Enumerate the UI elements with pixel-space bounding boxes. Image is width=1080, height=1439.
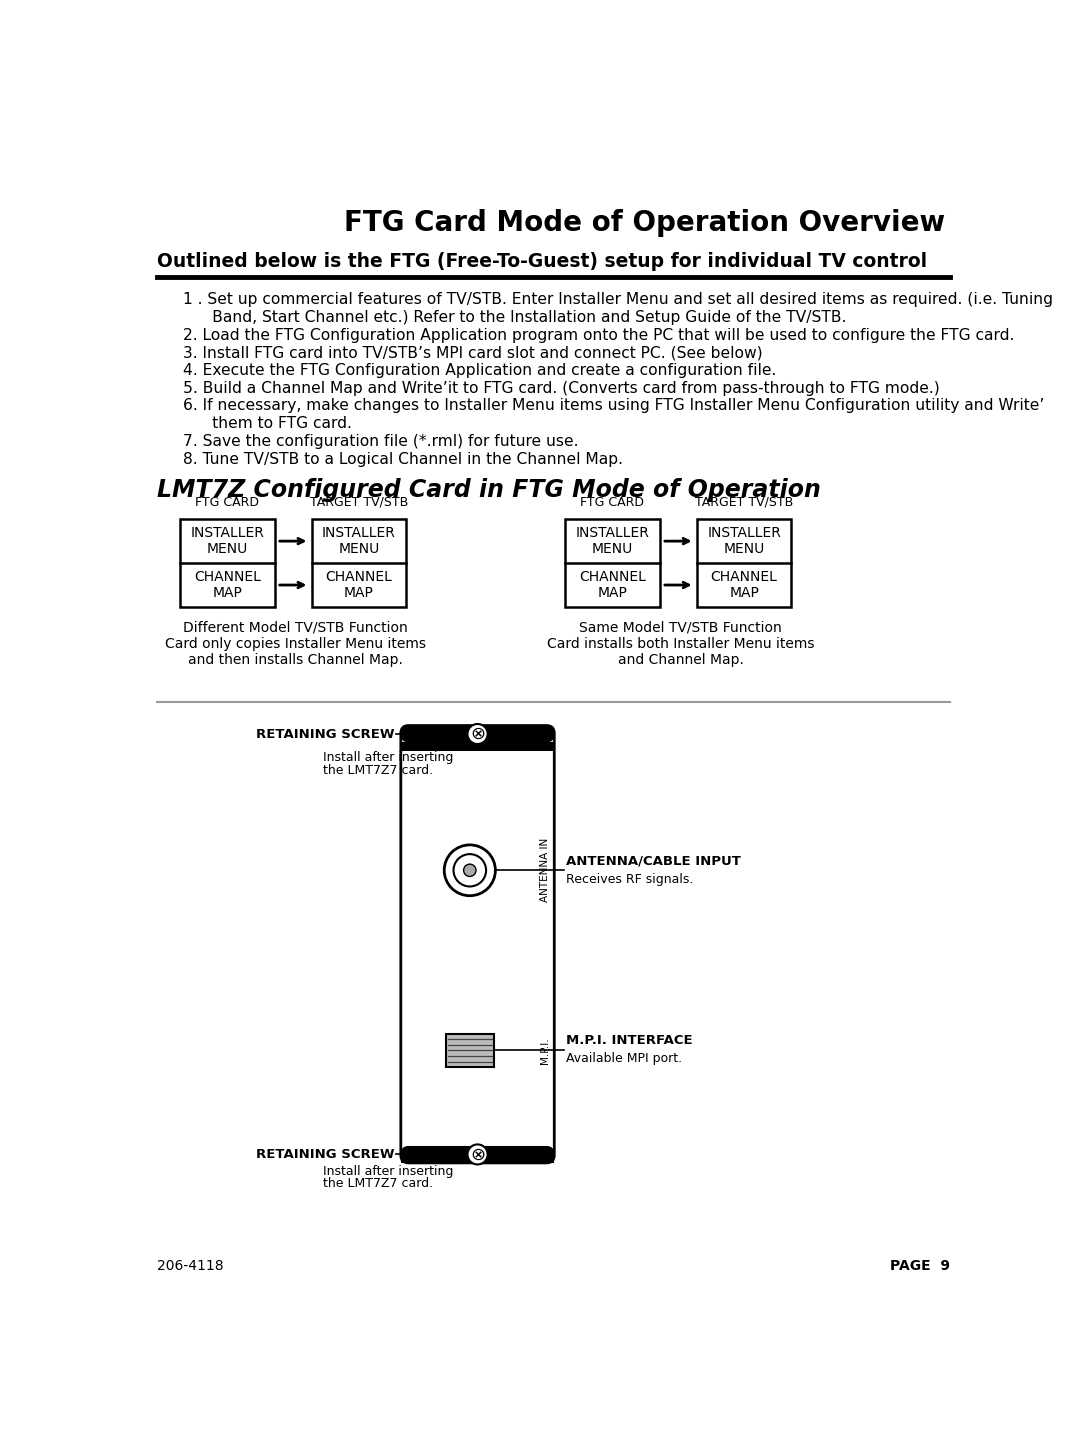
- FancyBboxPatch shape: [401, 725, 554, 743]
- Text: 1 . Set up commercial features of TV/STB. Enter Installer Menu and set all desir: 1 . Set up commercial features of TV/STB…: [183, 292, 1053, 308]
- Text: TARGET TV/STB: TARGET TV/STB: [310, 496, 408, 509]
- Text: M.P.I.: M.P.I.: [540, 1038, 550, 1063]
- FancyBboxPatch shape: [401, 725, 554, 1163]
- Text: Band, Start Channel etc.) Refer to the Installation and Setup Guide of the TV/ST: Band, Start Channel etc.) Refer to the I…: [183, 309, 847, 325]
- Text: FTG CARD: FTG CARD: [580, 496, 645, 509]
- Text: INSTALLER
MENU: INSTALLER MENU: [190, 527, 265, 557]
- Text: INSTALLER
MENU: INSTALLER MENU: [707, 527, 781, 557]
- Circle shape: [468, 1144, 488, 1164]
- Text: Install after inserting: Install after inserting: [323, 751, 454, 764]
- Text: TARGET TV/STB: TARGET TV/STB: [696, 496, 794, 509]
- Text: 4. Execute the FTG Configuration Application and create a configuration file.: 4. Execute the FTG Configuration Applica…: [183, 363, 777, 378]
- Bar: [446, 1033, 494, 1068]
- Text: Available MPI port.: Available MPI port.: [566, 1052, 683, 1065]
- Text: RETAINING SCREW: RETAINING SCREW: [256, 728, 394, 741]
- Text: the LMT7Z7 card.: the LMT7Z7 card.: [323, 1177, 433, 1190]
- Text: LMT7Z Configured Card in FTG Mode of Operation: LMT7Z Configured Card in FTG Mode of Ope…: [157, 478, 821, 502]
- Text: 6. If necessary, make changes to Installer Menu items using FTG Installer Menu C: 6. If necessary, make changes to Install…: [183, 399, 1044, 413]
- Text: ANTENNA/CABLE INPUT: ANTENNA/CABLE INPUT: [566, 855, 741, 868]
- Text: CHANNEL
MAP: CHANNEL MAP: [193, 570, 260, 600]
- Text: ⊗: ⊗: [470, 725, 485, 743]
- Text: PAGE  9: PAGE 9: [890, 1259, 950, 1274]
- Text: 7. Save the configuration file (*.rml) for future use.: 7. Save the configuration file (*.rml) f…: [183, 435, 579, 449]
- FancyBboxPatch shape: [401, 1145, 554, 1163]
- Text: M.P.I. INTERFACE: M.P.I. INTERFACE: [566, 1035, 692, 1048]
- Text: CHANNEL
MAP: CHANNEL MAP: [325, 570, 392, 600]
- Text: Outlined below is the FTG (Free-To-Guest) setup for individual TV control: Outlined below is the FTG (Free-To-Guest…: [157, 252, 927, 271]
- Text: them to FTG card.: them to FTG card.: [183, 416, 352, 432]
- Text: 5. Build a Channel Map and Write’it to FTG card. (Converts card from pass-throug: 5. Build a Channel Map and Write’it to F…: [183, 381, 940, 396]
- Text: CHANNEL
MAP: CHANNEL MAP: [579, 570, 646, 600]
- Circle shape: [454, 855, 486, 886]
- Text: the LMT7Z7 card.: the LMT7Z7 card.: [323, 764, 433, 777]
- Text: 3. Install FTG card into TV/STB’s MPI card slot and connect PC. (See below): 3. Install FTG card into TV/STB’s MPI ca…: [183, 345, 762, 360]
- Text: Same Model TV/STB Function
Card installs both Installer Menu items
and Channel M: Same Model TV/STB Function Card installs…: [546, 620, 814, 668]
- Text: 2. Load the FTG Configuration Application program onto the PC that will be used : 2. Load the FTG Configuration Applicatio…: [183, 328, 1014, 342]
- Polygon shape: [401, 743, 554, 751]
- Text: Different Model TV/STB Function
Card only copies Installer Menu items
and then i: Different Model TV/STB Function Card onl…: [165, 620, 426, 668]
- Text: Receives RF signals.: Receives RF signals.: [566, 873, 693, 886]
- Text: 8. Tune TV/STB to a Logical Channel in the Channel Map.: 8. Tune TV/STB to a Logical Channel in t…: [183, 452, 623, 466]
- Text: FTG CARD: FTG CARD: [195, 496, 259, 509]
- Text: INSTALLER
MENU: INSTALLER MENU: [322, 527, 396, 557]
- Text: FTG Card Mode of Operation Overview: FTG Card Mode of Operation Overview: [343, 209, 945, 237]
- Circle shape: [444, 845, 496, 895]
- Text: INSTALLER
MENU: INSTALLER MENU: [576, 527, 649, 557]
- Text: ⊗: ⊗: [470, 1145, 485, 1163]
- Text: CHANNEL
MAP: CHANNEL MAP: [711, 570, 778, 600]
- Text: RETAINING SCREW: RETAINING SCREW: [256, 1148, 394, 1161]
- Text: 206-4118: 206-4118: [157, 1259, 224, 1274]
- Text: ANTENNA IN: ANTENNA IN: [540, 837, 550, 902]
- Text: Install after inserting: Install after inserting: [323, 1164, 454, 1179]
- Circle shape: [463, 865, 476, 876]
- Polygon shape: [401, 1154, 554, 1163]
- Circle shape: [468, 724, 488, 744]
